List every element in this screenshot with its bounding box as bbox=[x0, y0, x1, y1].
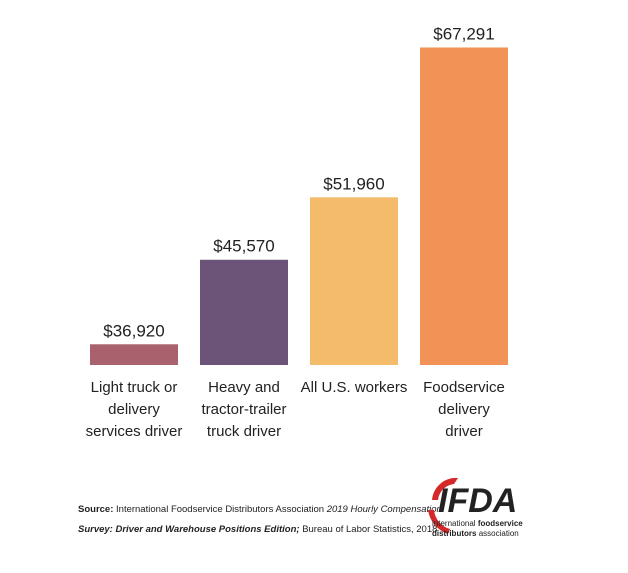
source-italic: 2019 Hourly Compensation bbox=[326, 504, 442, 515]
logo-text: IFDA bbox=[438, 482, 517, 520]
source-italic: Survey: Driver and Warehouse Positions E… bbox=[78, 524, 300, 535]
value-label: $67,291 bbox=[433, 24, 494, 43]
x-tick-label: All U.S. workers bbox=[301, 379, 408, 396]
x-tick-label: tractor-trailer bbox=[201, 401, 286, 418]
source-label: Source: bbox=[78, 504, 113, 515]
x-tick-label: Foodservice bbox=[423, 379, 505, 396]
logo-tagline: international foodservice bbox=[432, 519, 523, 528]
x-tick-label: truck driver bbox=[207, 423, 281, 440]
logo-word: distributors bbox=[432, 529, 477, 538]
value-label: $36,920 bbox=[103, 321, 164, 340]
x-tick-label: delivery bbox=[108, 401, 160, 418]
source-text: Bureau of Labor Statistics, 2018 bbox=[302, 524, 437, 535]
bar bbox=[420, 47, 508, 366]
value-label: $51,960 bbox=[323, 174, 384, 193]
value-label: $45,570 bbox=[213, 237, 274, 256]
x-tick-label: services driver bbox=[86, 423, 183, 440]
logo: IFDA international foodservice distribut… bbox=[428, 477, 523, 538]
bar bbox=[200, 259, 288, 365]
x-tick-label: Heavy and bbox=[208, 379, 280, 396]
logo-swoosh bbox=[428, 510, 450, 534]
logo-word: international bbox=[432, 519, 476, 528]
x-tick-label: driver bbox=[445, 423, 483, 440]
x-tick-label: delivery bbox=[438, 401, 490, 418]
x-tick-label: Light truck or bbox=[91, 379, 178, 396]
logo-word: association bbox=[479, 529, 519, 538]
footer: Source: International Foodservice Distri… bbox=[78, 504, 442, 535]
source-text: International Foodservice Distributors A… bbox=[116, 504, 324, 515]
source: Survey: Driver and Warehouse Positions E… bbox=[78, 524, 437, 535]
bar bbox=[310, 197, 398, 365]
logo-swoosh bbox=[432, 477, 458, 500]
logo-word: foodservice bbox=[478, 519, 523, 528]
logo-tagline: distributors association bbox=[432, 529, 519, 538]
bar bbox=[90, 344, 178, 365]
source: Source: International Foodservice Distri… bbox=[78, 504, 442, 515]
